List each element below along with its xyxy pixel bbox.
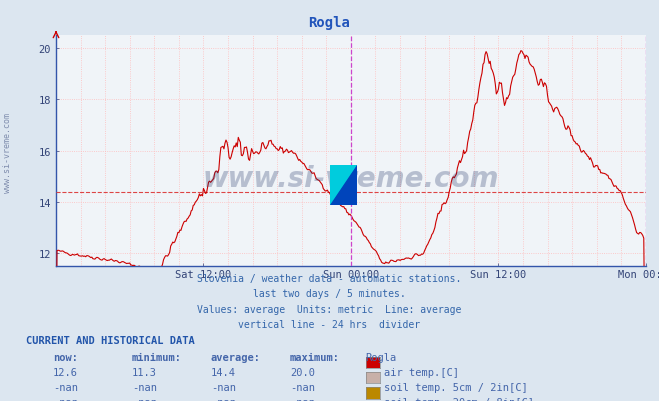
Text: -nan: -nan — [53, 382, 78, 392]
Text: maximum:: maximum: — [290, 352, 340, 362]
Text: vertical line - 24 hrs  divider: vertical line - 24 hrs divider — [239, 319, 420, 329]
Text: -nan: -nan — [211, 382, 236, 392]
Text: Rogla: Rogla — [308, 16, 351, 30]
Text: soil temp. 5cm / 2in[C]: soil temp. 5cm / 2in[C] — [384, 382, 528, 392]
Text: average:: average: — [211, 352, 261, 362]
Text: 12.6: 12.6 — [53, 367, 78, 377]
Text: air temp.[C]: air temp.[C] — [384, 367, 459, 377]
Text: Rogla: Rogla — [366, 352, 397, 362]
Text: -nan: -nan — [290, 397, 315, 401]
Text: 14.4: 14.4 — [211, 367, 236, 377]
Text: -nan: -nan — [211, 397, 236, 401]
Text: last two days / 5 minutes.: last two days / 5 minutes. — [253, 289, 406, 299]
Text: www.si-vreme.com: www.si-vreme.com — [203, 165, 499, 193]
Polygon shape — [330, 165, 357, 205]
Text: -nan: -nan — [132, 397, 157, 401]
Text: -nan: -nan — [132, 382, 157, 392]
Text: 11.3: 11.3 — [132, 367, 157, 377]
Polygon shape — [330, 165, 357, 205]
Text: www.si-vreme.com: www.si-vreme.com — [3, 112, 13, 192]
Text: -nan: -nan — [53, 397, 78, 401]
Text: now:: now: — [53, 352, 78, 362]
Text: -nan: -nan — [290, 382, 315, 392]
Text: CURRENT AND HISTORICAL DATA: CURRENT AND HISTORICAL DATA — [26, 335, 195, 345]
Text: soil temp. 20cm / 8in[C]: soil temp. 20cm / 8in[C] — [384, 397, 534, 401]
Text: Values: average  Units: metric  Line: average: Values: average Units: metric Line: aver… — [197, 304, 462, 314]
Text: minimum:: minimum: — [132, 352, 182, 362]
Text: Slovenia / weather data - automatic stations.: Slovenia / weather data - automatic stat… — [197, 273, 462, 284]
Text: 20.0: 20.0 — [290, 367, 315, 377]
